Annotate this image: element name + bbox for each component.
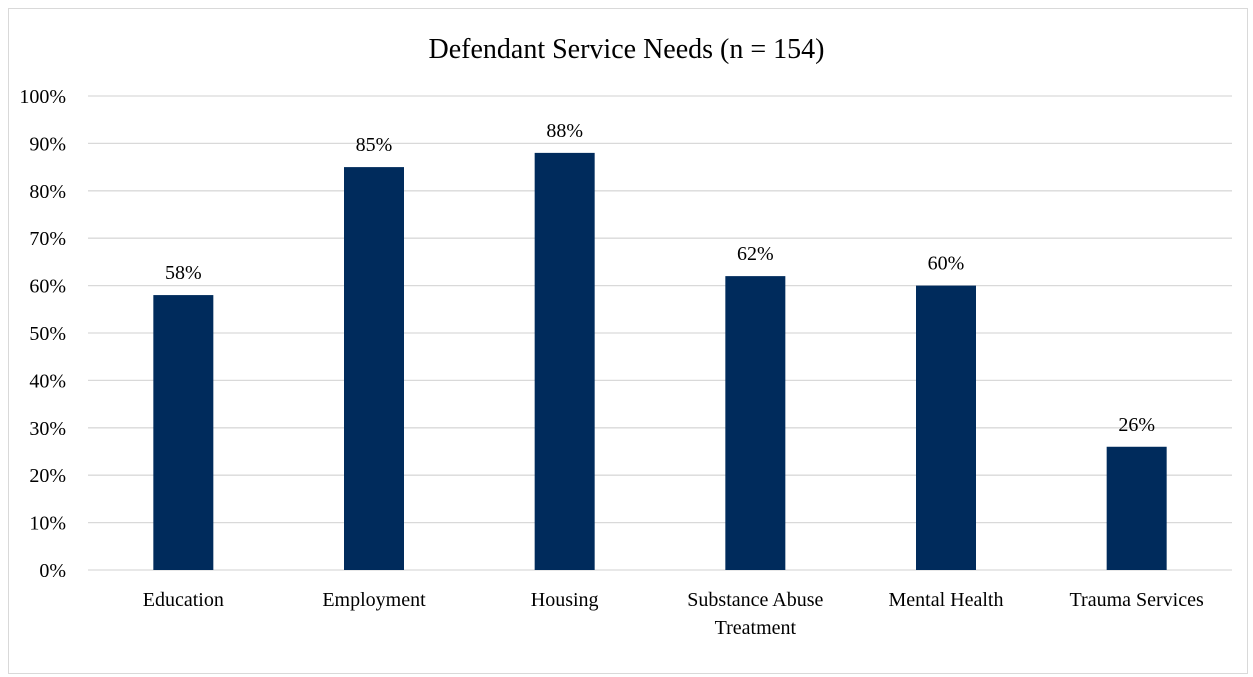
y-tick-label: 100% xyxy=(19,86,66,108)
y-tick-label: 40% xyxy=(29,370,66,392)
y-tick-label: 70% xyxy=(29,228,66,250)
bar xyxy=(153,295,214,570)
category-label: Treatment xyxy=(715,617,797,639)
y-tick-label: 90% xyxy=(29,133,66,155)
category-label: Mental Health xyxy=(889,589,1004,611)
category-label: Education xyxy=(143,589,224,611)
y-tick-label: 10% xyxy=(29,513,66,535)
y-tick-label: 60% xyxy=(29,276,66,298)
y-tick-label: 50% xyxy=(29,323,66,345)
bar xyxy=(534,152,595,570)
data-label: 62% xyxy=(737,243,774,265)
y-tick-label: 30% xyxy=(29,418,66,440)
y-axis-ticks: 0% 10% 20% 30% 40% 50% 60% 70% 80% 90% 100% xyxy=(19,86,66,582)
data-label: 58% xyxy=(165,262,202,284)
data-label: 88% xyxy=(546,120,583,142)
x-axis-labels: Education Employment Housing Substance Abus… xyxy=(143,589,1204,639)
data-label: 60% xyxy=(928,253,965,275)
bar xyxy=(1106,446,1167,570)
y-tick-label: 80% xyxy=(29,181,66,203)
y-tick-label: 0% xyxy=(39,560,66,582)
y-tick-label: 20% xyxy=(29,465,66,487)
gridlines xyxy=(88,95,1232,571)
data-label: 85% xyxy=(356,134,393,156)
chart-frame xyxy=(8,8,1248,674)
bar xyxy=(344,167,404,570)
bar xyxy=(916,285,976,570)
category-label: Trauma Services xyxy=(1070,589,1204,611)
category-label: Employment xyxy=(322,589,426,611)
category-label: Substance Abuse xyxy=(687,589,823,611)
data-label: 26% xyxy=(1118,414,1155,436)
chart-title: Defendant Service Needs (n = 154) xyxy=(428,34,825,65)
bars xyxy=(153,152,1167,570)
data-labels: 58% 85% 88% 62% 60% 26% xyxy=(165,120,1155,436)
category-label: Housing xyxy=(531,589,599,611)
bar xyxy=(725,276,786,570)
